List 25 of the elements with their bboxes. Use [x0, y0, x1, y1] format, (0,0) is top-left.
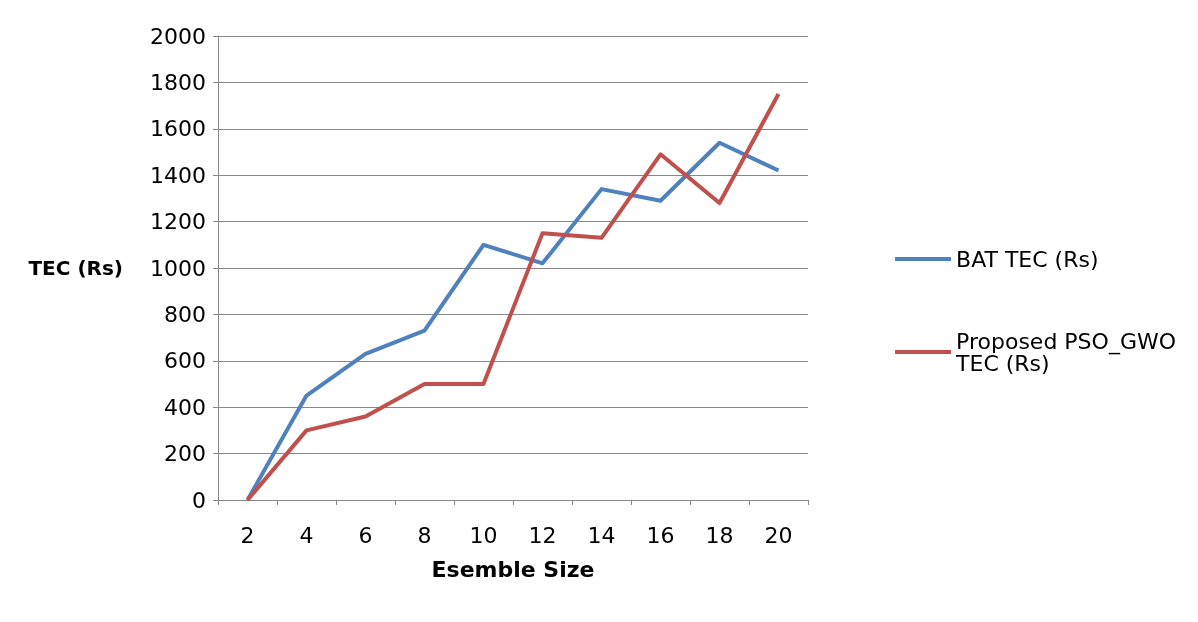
y-tick-label: 1600 [150, 116, 206, 142]
y-axis-title: TEC (Rs) [28, 256, 123, 280]
x-tick-label: 6 [358, 522, 373, 548]
x-tick-label: 4 [299, 522, 314, 548]
y-tick-label: 1800 [150, 69, 206, 95]
y-tick-label: 2000 [150, 23, 206, 49]
x-tick-label: 16 [646, 522, 675, 548]
y-tick-label: 1400 [150, 162, 206, 188]
x-tick-label: 12 [528, 522, 557, 548]
y-tick-label: 1000 [150, 255, 206, 281]
y-tick-label: 800 [164, 301, 206, 327]
legend-label: BAT TEC (Rs) [956, 246, 1099, 272]
legend-label: Proposed PSO_GWO TEC (Rs) [955, 328, 1184, 376]
y-tick-label: 600 [164, 348, 206, 374]
x-tick-label: 14 [587, 522, 616, 548]
x-tick-label: 2 [240, 522, 255, 548]
x-tick-label: 20 [764, 522, 793, 548]
x-tick-label: 8 [417, 522, 432, 548]
y-tick-label: 400 [164, 394, 206, 420]
y-tick-label: 200 [164, 441, 206, 467]
x-tick-label: 10 [469, 522, 498, 548]
y-tick-label: 0 [192, 487, 206, 513]
y-tick-label: 1200 [150, 209, 206, 235]
x-tick-label: 18 [705, 522, 734, 548]
x-axis-title: Esemble Size [431, 556, 595, 582]
